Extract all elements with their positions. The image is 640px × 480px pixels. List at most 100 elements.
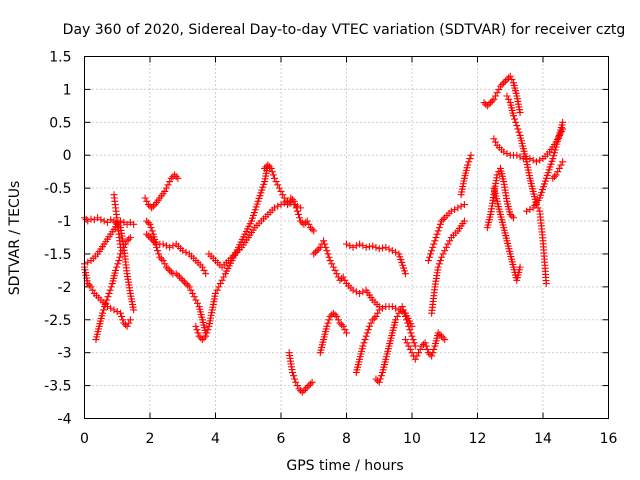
data-point [559, 158, 567, 166]
data-point [185, 283, 193, 291]
data-point [433, 230, 441, 238]
data-point [405, 322, 413, 330]
data-point [338, 321, 346, 329]
data-point [411, 342, 419, 350]
data-point [415, 349, 423, 357]
x-tick-label: 8 [342, 431, 351, 447]
data-point [559, 118, 567, 126]
data-point [379, 244, 387, 252]
data-point [430, 345, 438, 353]
data-point [388, 247, 396, 255]
data-point [490, 135, 498, 143]
y-tick-label: -3.5 [44, 379, 71, 395]
data-point [413, 352, 421, 360]
y-tick-label: -3 [58, 346, 72, 362]
series-arc-25 [483, 164, 518, 232]
data-point [493, 89, 501, 97]
data-point [503, 150, 511, 158]
data-point [377, 372, 385, 380]
data-point [308, 225, 316, 233]
data-point [439, 250, 447, 258]
data-point [460, 201, 468, 209]
data-point [298, 388, 306, 396]
data-point [329, 263, 337, 271]
data-point [87, 283, 95, 291]
data-point [218, 276, 226, 284]
data-point [179, 247, 187, 255]
data-point [107, 304, 115, 312]
data-point [310, 250, 318, 258]
data-point [174, 174, 182, 182]
data-point [501, 77, 509, 85]
series-arc-07 [143, 230, 210, 278]
series-arc-12 [287, 194, 318, 235]
data-point [324, 250, 332, 258]
data-point [425, 253, 433, 261]
data-point [446, 237, 454, 245]
data-point [359, 242, 367, 250]
data-point [555, 164, 563, 172]
data-point [148, 204, 156, 212]
data-point [166, 266, 174, 274]
data-point [500, 79, 508, 87]
data-point [404, 319, 412, 327]
data-point [153, 243, 161, 251]
data-point [306, 224, 314, 232]
data-point [375, 245, 383, 253]
data-point [467, 151, 475, 159]
data-point [331, 266, 339, 274]
data-point [162, 263, 170, 271]
data-point [367, 319, 375, 327]
data-point [505, 74, 513, 82]
data-point [285, 199, 293, 207]
data-point [325, 316, 333, 324]
data-point [313, 247, 321, 255]
data-point [114, 260, 122, 268]
data-point [336, 319, 344, 327]
data-point [204, 326, 212, 334]
data-point [292, 204, 300, 212]
data-point [382, 243, 390, 251]
data-point [172, 173, 180, 181]
data-point [437, 253, 445, 261]
data-point [385, 245, 393, 253]
data-point [428, 247, 436, 255]
data-point [279, 191, 287, 199]
data-point [406, 326, 414, 334]
data-point [333, 312, 341, 320]
data-point [272, 178, 280, 186]
data-point [435, 260, 443, 268]
data-point [175, 273, 183, 281]
data-point [536, 156, 544, 164]
y-axis-label: SDTVAR / TECUs [7, 181, 23, 296]
data-point [167, 268, 175, 276]
data-point [291, 201, 299, 209]
x-tick-label: 10 [403, 431, 421, 447]
data-point [143, 230, 151, 238]
data-point [198, 263, 206, 271]
data-point [182, 280, 190, 288]
data-point [311, 248, 319, 256]
data-point [306, 380, 314, 388]
data-point [431, 237, 439, 245]
data-point [184, 281, 192, 289]
data-point [492, 138, 500, 146]
data-point [84, 280, 92, 288]
data-point [266, 163, 274, 171]
data-point [331, 311, 339, 319]
data-point [100, 217, 108, 225]
data-point [292, 378, 300, 386]
data-point [323, 247, 331, 255]
data-point [503, 92, 511, 100]
data-point [422, 342, 430, 350]
data-point [513, 122, 521, 130]
data-point [192, 322, 200, 330]
series-arc-23 [480, 72, 524, 116]
data-point [193, 299, 201, 307]
data-point [220, 273, 228, 281]
data-point [162, 184, 170, 192]
data-point [359, 342, 367, 350]
data-point [328, 260, 336, 268]
data-point [435, 224, 443, 232]
data-point [166, 243, 174, 251]
